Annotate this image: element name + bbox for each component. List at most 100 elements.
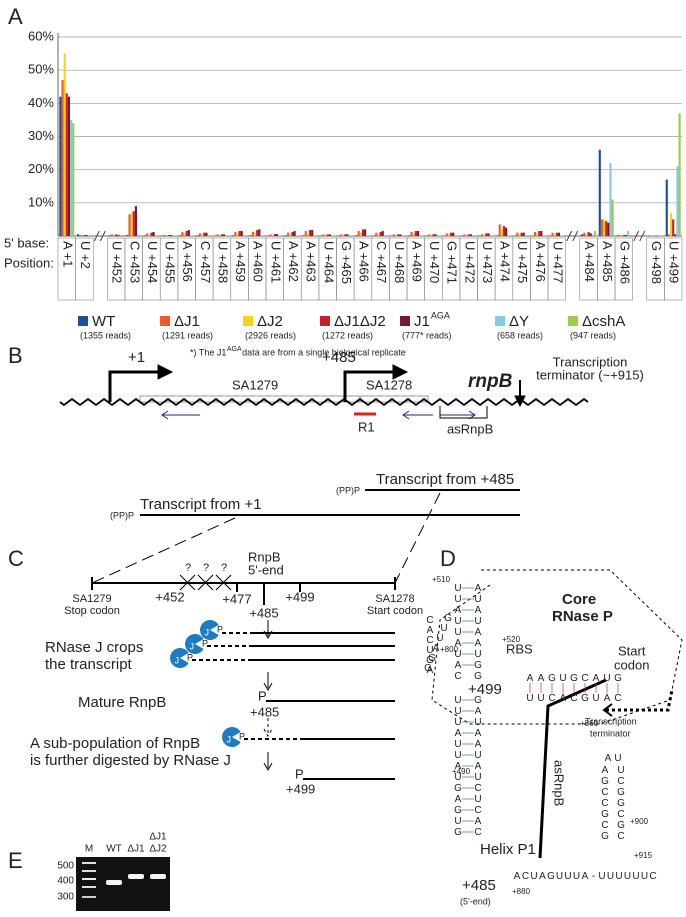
bar	[602, 219, 606, 236]
bar	[583, 232, 586, 236]
bar	[357, 231, 360, 236]
x-tick-label: U +468	[392, 241, 407, 283]
bar	[410, 232, 413, 236]
legend-label: ΔcshA	[582, 313, 625, 330]
bar	[412, 233, 415, 236]
terminator-label: Transcription	[553, 354, 628, 369]
bar	[148, 234, 151, 236]
x-tick-label: A +476	[533, 241, 548, 282]
category-cell	[75, 237, 94, 301]
arrow-head	[602, 703, 613, 717]
legend-label: ΔY	[509, 313, 529, 330]
gel-band	[82, 896, 96, 898]
axis-break	[566, 230, 579, 242]
bar	[533, 232, 537, 236]
asrna-line	[538, 678, 607, 859]
bar	[674, 234, 677, 236]
bar	[672, 219, 675, 236]
bar	[344, 234, 347, 236]
bar	[624, 235, 628, 236]
bar	[342, 235, 345, 236]
row-label: 5' base:	[4, 235, 49, 250]
bar	[293, 231, 296, 236]
structure-label: +499	[468, 681, 502, 698]
y-tick-label: 50%	[28, 62, 54, 77]
bar	[313, 235, 316, 236]
step-text: is further digested by RNase J	[30, 752, 231, 769]
bar	[183, 233, 186, 236]
step-text: Mature RnpB	[78, 694, 166, 711]
bar	[385, 235, 389, 236]
legend-reads: (1272 reads)	[322, 330, 373, 340]
bar	[536, 233, 539, 236]
bar	[676, 166, 679, 236]
question-mark: ?	[203, 562, 209, 574]
bar	[258, 229, 261, 236]
legend-swatch	[160, 316, 170, 326]
nucleotide-strand: A CU AGUUU A - UUUUUUC	[514, 871, 657, 882]
bar	[304, 231, 307, 236]
promoter-arrow	[108, 370, 160, 402]
bar	[262, 235, 265, 236]
rnase-j	[170, 648, 189, 668]
structure-label: Core	[562, 591, 596, 608]
bar	[269, 234, 272, 236]
bar	[678, 113, 681, 236]
bar	[540, 231, 543, 236]
structure-label: Transcription	[585, 716, 637, 726]
nucleotide-number: +915	[634, 851, 653, 860]
bar	[607, 222, 610, 236]
phosphate-label: P	[202, 638, 208, 648]
bar	[428, 234, 431, 236]
legend-swatch	[320, 316, 330, 326]
nucleotide-number: +510	[432, 575, 451, 584]
bar	[137, 235, 140, 236]
gel-band	[82, 862, 96, 864]
r1-label: R1	[358, 419, 375, 434]
panel-b-shapes	[108, 364, 526, 516]
footnote: data are from a single biological replic…	[242, 347, 406, 357]
bar	[498, 224, 501, 236]
rnase-j	[200, 620, 219, 640]
transcript-end: (PP)P	[336, 485, 360, 495]
phosphate-label: P	[295, 766, 304, 781]
bar	[216, 234, 219, 236]
bar	[452, 232, 455, 236]
rnpb-label: RnpB	[248, 549, 281, 564]
bar	[450, 232, 453, 236]
bar	[170, 235, 173, 236]
gene-label: SA1278	[366, 377, 412, 392]
axis-break	[93, 230, 106, 242]
y-tick-label: 40%	[28, 95, 54, 110]
bar	[465, 235, 468, 236]
bar	[311, 230, 314, 236]
nucleotide-number: +490	[452, 767, 471, 776]
gene-label: SA1279	[232, 377, 278, 392]
bar	[83, 235, 86, 236]
bar	[63, 53, 66, 237]
position-label: +499	[285, 589, 314, 604]
bar	[126, 235, 129, 236]
bar	[59, 96, 62, 236]
structure-label: codon	[614, 657, 649, 672]
structure-label: terminator	[590, 728, 631, 738]
enzyme-label: J	[205, 627, 210, 637]
bar	[260, 235, 263, 236]
legend-label: ΔJ1ΔJ2	[334, 313, 386, 330]
bar	[593, 231, 597, 236]
x-tick-label: C +467	[374, 241, 389, 283]
bar	[163, 235, 166, 236]
bar	[416, 231, 420, 236]
bar	[306, 233, 309, 236]
bar	[189, 235, 193, 236]
bar	[598, 149, 601, 236]
bar	[399, 234, 402, 236]
bar	[201, 234, 204, 236]
bar	[368, 235, 371, 236]
bar	[139, 235, 142, 236]
structure-label: Helix P1	[480, 841, 536, 858]
bar	[616, 235, 619, 236]
enzyme-label: J	[175, 655, 180, 665]
